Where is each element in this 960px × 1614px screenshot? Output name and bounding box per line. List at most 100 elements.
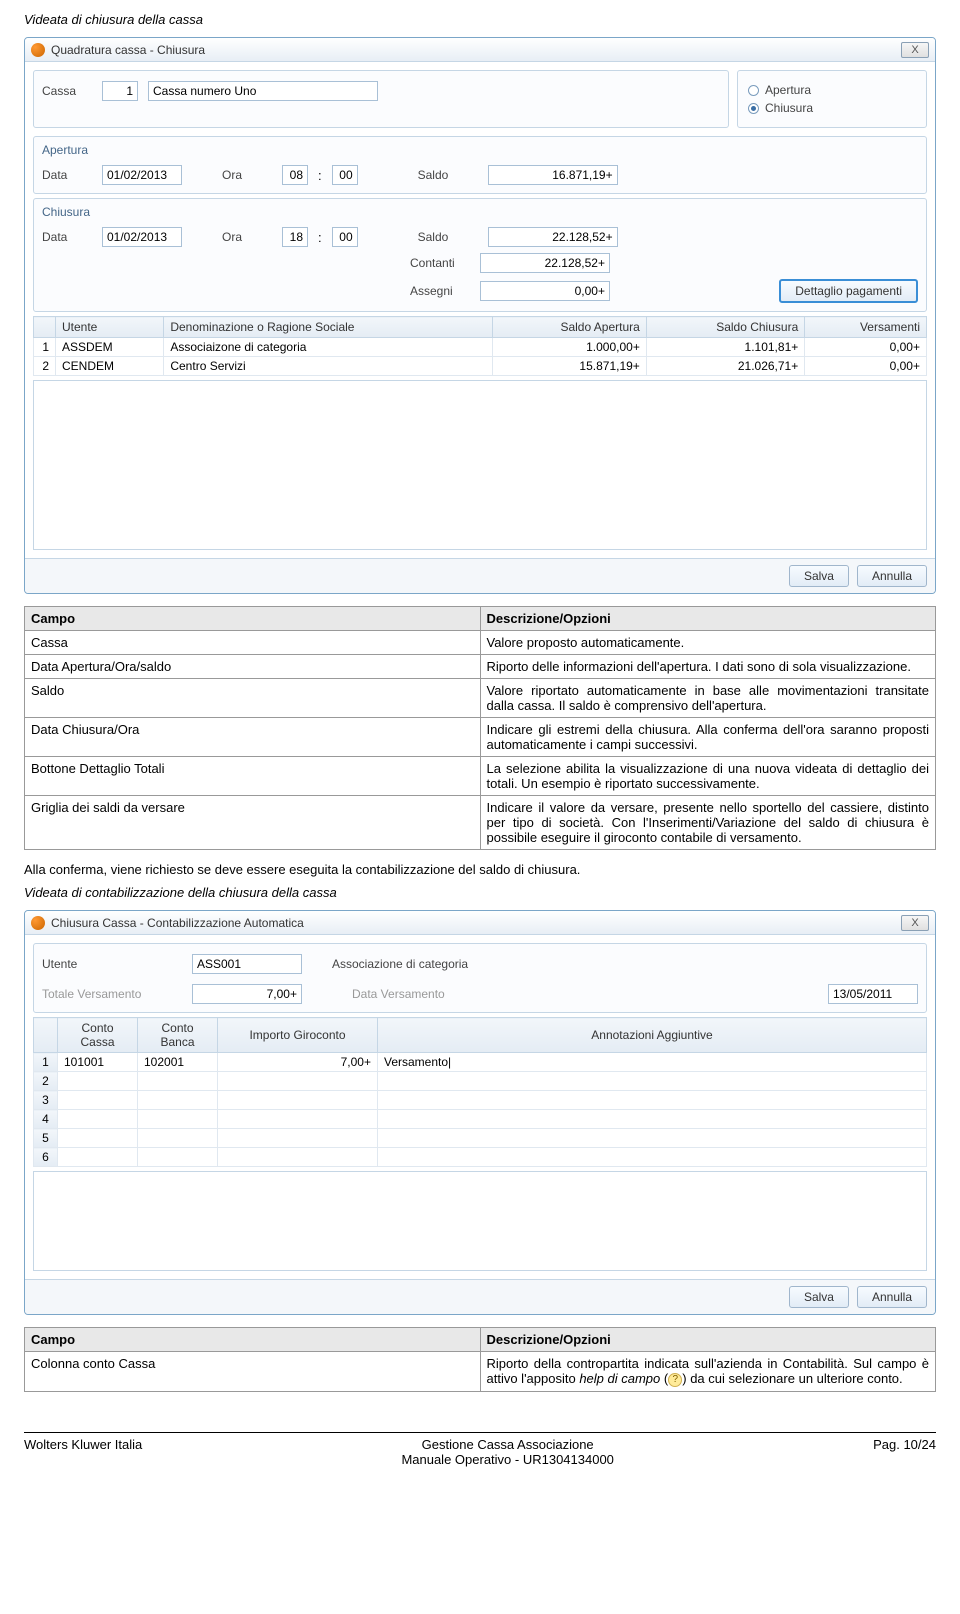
salva-button-2[interactable]: Salva: [789, 1286, 849, 1308]
cell-annot[interactable]: [378, 1129, 927, 1148]
annulla-button-2[interactable]: Annulla: [857, 1286, 927, 1308]
cell-idx: 5: [34, 1129, 58, 1148]
chiusura-ora-m[interactable]: 00: [332, 227, 358, 247]
doc1-r3c: Saldo: [25, 679, 481, 718]
saldi-table: Utente Denominazione o Ragione Sociale S…: [33, 316, 927, 376]
cell-conto-cassa[interactable]: [58, 1091, 138, 1110]
cell-importo[interactable]: 7,00+: [218, 1053, 378, 1072]
cell-conto-cassa[interactable]: [58, 1072, 138, 1091]
cell-annot[interactable]: [378, 1091, 927, 1110]
cell-annot[interactable]: [378, 1072, 927, 1091]
data-vers-label: Data Versamento: [352, 987, 445, 1001]
cell-importo[interactable]: [218, 1129, 378, 1148]
cell-annot[interactable]: [378, 1110, 927, 1129]
doc2-r1d-post: da cui selezionare un ulteriore conto.: [690, 1371, 902, 1386]
cell-code: CENDEM: [56, 357, 164, 376]
doc2-r1d: Riporto della contropartita indicata sul…: [480, 1352, 936, 1392]
radio-apertura[interactable]: Apertura: [748, 83, 916, 97]
footer-center-l1: Gestione Cassa Associazione: [422, 1437, 594, 1452]
apertura-ora-m[interactable]: 00: [332, 165, 358, 185]
cell-conto-cassa[interactable]: [58, 1129, 138, 1148]
data-vers-field: 13/05/2011: [828, 984, 918, 1004]
cell-idx: 6: [34, 1148, 58, 1167]
cell-importo[interactable]: [218, 1110, 378, 1129]
description-table-2: Campo Descrizione/Opzioni Colonna conto …: [24, 1327, 936, 1392]
window-quadratura: Quadratura cassa - Chiusura X Cassa 1 Ca…: [24, 37, 936, 594]
table-row[interactable]: 11010011020017,00+Versamento|: [34, 1053, 927, 1072]
apertura-data-field[interactable]: 01/02/2013: [102, 165, 182, 185]
dettaglio-pagamenti-button[interactable]: Dettaglio pagamenti: [779, 279, 918, 303]
table-row[interactable]: 2CENDEMCentro Servizi15.871,19+21.026,71…: [34, 357, 927, 376]
doc2-r1d-help: help di campo: [579, 1371, 660, 1386]
apertura-saldo-label: Saldo: [418, 168, 478, 182]
cell-conto-banca[interactable]: [138, 1110, 218, 1129]
radio-on-icon: [748, 103, 759, 114]
doc2-h-campo: Campo: [25, 1328, 481, 1352]
doc2-r1d-paren-open: (: [660, 1371, 668, 1386]
chiusura-data-field[interactable]: 01/02/2013: [102, 227, 182, 247]
salva-button[interactable]: Salva: [789, 565, 849, 587]
cell-conto-banca[interactable]: [138, 1072, 218, 1091]
col-importo: Importo Giroconto: [218, 1018, 378, 1053]
annulla-button[interactable]: Annulla: [857, 565, 927, 587]
cell-idx: 2: [34, 357, 56, 376]
doc2-h-descr: Descrizione/Opzioni: [480, 1328, 936, 1352]
window-footer-2: Salva Annulla: [25, 1279, 935, 1314]
chiusura-ora-label: Ora: [222, 230, 272, 244]
cell-importo[interactable]: [218, 1148, 378, 1167]
table-row[interactable]: 2: [34, 1072, 927, 1091]
cell-conto-cassa[interactable]: 101001: [58, 1053, 138, 1072]
apertura-ora-label: Ora: [222, 168, 272, 182]
app-icon-2: [31, 916, 45, 930]
assegni-field: 0,00+: [480, 281, 610, 301]
chiusura-ora-h[interactable]: 18: [282, 227, 308, 247]
cell-importo[interactable]: [218, 1091, 378, 1110]
col-idx: [34, 1018, 58, 1053]
blank-area: [33, 380, 927, 550]
cell-annot[interactable]: [378, 1148, 927, 1167]
footer-center-l2: Manuale Operativo - UR1304134000: [401, 1452, 613, 1467]
doc1-r1d: Valore proposto automaticamente.: [480, 631, 936, 655]
doc1-r3d: Valore riportato automaticamente in base…: [480, 679, 936, 718]
table-row[interactable]: 3: [34, 1091, 927, 1110]
help-icon: ?: [668, 1373, 682, 1387]
col-saldo-ch: Saldo Chiusura: [646, 317, 804, 338]
doc1-r4d: Indicare gli estremi della chiusura. All…: [480, 718, 936, 757]
cell-vers[interactable]: 0,00+: [805, 357, 927, 376]
radio-apertura-label: Apertura: [765, 83, 811, 97]
apertura-data-label: Data: [42, 168, 92, 182]
radio-group: Apertura Chiusura: [737, 70, 927, 128]
cell-conto-banca[interactable]: [138, 1129, 218, 1148]
close-icon[interactable]: X: [901, 42, 929, 58]
col-conto-cassa: Conto Cassa: [58, 1018, 138, 1053]
apertura-ora-h[interactable]: 08: [282, 165, 308, 185]
cell-importo[interactable]: [218, 1072, 378, 1091]
window-footer: Salva Annulla: [25, 558, 935, 593]
radio-off-icon: [748, 85, 759, 96]
close-icon-2[interactable]: X: [901, 915, 929, 931]
col-versamenti: Versamenti: [805, 317, 927, 338]
table-row[interactable]: 6: [34, 1148, 927, 1167]
cell-conto-cassa[interactable]: [58, 1110, 138, 1129]
cell-conto-banca[interactable]: [138, 1091, 218, 1110]
cell-annot[interactable]: Versamento|: [378, 1053, 927, 1072]
doc1-h-descr: Descrizione/Opzioni: [480, 607, 936, 631]
cell-conto-banca[interactable]: [138, 1148, 218, 1167]
col-annotazioni: Annotazioni Aggiuntive: [378, 1018, 927, 1053]
cell-conto-banca[interactable]: 102001: [138, 1053, 218, 1072]
cell-vers[interactable]: 0,00+: [805, 338, 927, 357]
doc1-r4c: Data Chiusura/Ora: [25, 718, 481, 757]
radio-chiusura[interactable]: Chiusura: [748, 101, 916, 115]
app-icon: [31, 43, 45, 57]
utente-label: Utente: [42, 957, 182, 971]
table-row[interactable]: 5: [34, 1129, 927, 1148]
table-row[interactable]: 4: [34, 1110, 927, 1129]
utente-code-field: ASS001: [192, 954, 302, 974]
cell-conto-cassa[interactable]: [58, 1148, 138, 1167]
doc1-r1c: Cassa: [25, 631, 481, 655]
giroconto-table: Conto Cassa Conto Banca Importo Girocont…: [33, 1017, 927, 1167]
cassa-name-field: Cassa numero Uno: [148, 81, 378, 101]
cell-saldo-ap: 1.000,00+: [492, 338, 646, 357]
cassa-num-field[interactable]: 1: [102, 81, 138, 101]
table-row[interactable]: 1ASSDEMAssociaizone di categoria1.000,00…: [34, 338, 927, 357]
